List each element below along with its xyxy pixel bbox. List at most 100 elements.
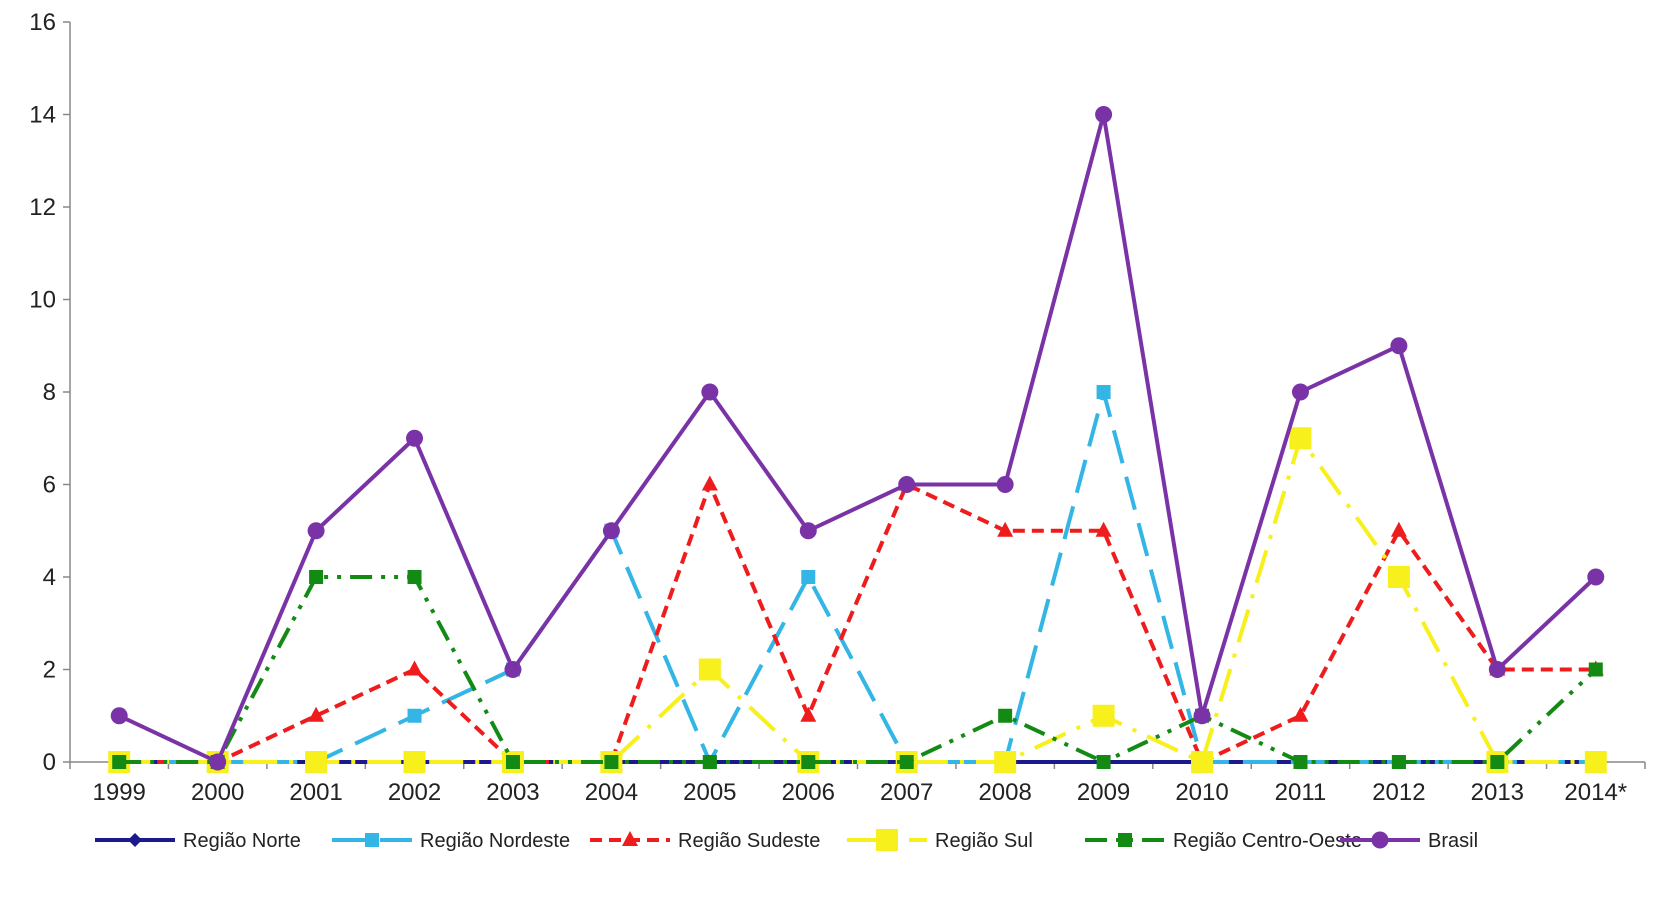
data-point [504, 661, 522, 678]
y-tick-label: 16 [29, 9, 56, 36]
data-point [1584, 751, 1607, 773]
x-tick-label: 2007 [880, 779, 933, 806]
data-point [505, 755, 520, 769]
legend-label: Região Centro-Oeste [1173, 830, 1362, 852]
chart-series [108, 106, 1607, 773]
data-point [899, 755, 914, 769]
legend-label: Região Nordeste [420, 830, 570, 852]
legend-marker [1371, 831, 1389, 849]
legend-label: Região Sudeste [678, 830, 820, 852]
data-point [799, 522, 817, 540]
x-tick-label: 2002 [388, 779, 441, 806]
data-point [1387, 566, 1410, 588]
x-tick-label: 2013 [1471, 779, 1524, 806]
legend-item: Região Centro-Oeste [1085, 830, 1362, 852]
series-regi-o-sudeste [111, 475, 1604, 768]
y-tick-label: 6 [43, 472, 56, 499]
legend-label: Região Norte [183, 830, 301, 852]
x-tick-label: 2004 [585, 779, 638, 806]
chart-axes: 0 2 4 6 8 10 12 14 16 1999 2000 2001 2002 2003 2004 200… [29, 9, 1646, 806]
data-point [604, 755, 619, 769]
legend-marker [128, 833, 142, 847]
legend-label: Brasil [1428, 830, 1478, 852]
legend-item: Região Sudeste [590, 830, 820, 852]
data-point [406, 429, 424, 447]
x-tick-label: 2012 [1372, 779, 1425, 806]
x-tick-label: 2008 [978, 779, 1031, 806]
legend-marker [622, 831, 638, 846]
data-point [1488, 661, 1506, 678]
x-tick-label: 2011 [1275, 779, 1327, 806]
series-line [119, 482, 1596, 764]
legend-item: Brasil [1340, 830, 1478, 852]
data-point [801, 755, 816, 769]
data-point [403, 751, 426, 773]
series-line [119, 436, 1596, 764]
data-point [898, 476, 916, 493]
data-point [308, 706, 325, 722]
legend-marker [1118, 833, 1132, 847]
data-point [1193, 707, 1211, 725]
data-point [112, 755, 127, 769]
data-point [1292, 706, 1309, 722]
data-point [1390, 337, 1408, 355]
legend-item: Região Sul [847, 829, 1033, 852]
data-point [602, 522, 620, 540]
data-point [1095, 106, 1113, 123]
data-point [110, 707, 128, 725]
legend-marker [876, 829, 898, 851]
data-point [998, 708, 1013, 723]
y-tick-label: 4 [43, 564, 56, 591]
data-point [407, 570, 422, 584]
data-point [305, 751, 328, 773]
legend-marker [365, 833, 379, 847]
x-tick-label: 2014* [1564, 779, 1627, 806]
data-point [801, 570, 816, 584]
series-brasil [110, 106, 1605, 771]
y-tick-label: 12 [29, 194, 56, 221]
data-point [309, 570, 324, 584]
data-point [701, 475, 718, 491]
data-point [1096, 755, 1111, 769]
data-point [307, 522, 325, 540]
data-point [1095, 521, 1112, 537]
data-point [800, 706, 817, 722]
data-point [1096, 385, 1111, 399]
data-point [702, 755, 717, 769]
x-tick-label: 2001 [289, 779, 342, 806]
legend-item: Região Nordeste [332, 830, 570, 852]
data-point [1092, 704, 1115, 727]
data-point [209, 753, 227, 771]
legend-item: Região Norte [95, 830, 301, 852]
data-point [997, 521, 1014, 537]
y-tick-label: 0 [43, 749, 56, 776]
data-point [1587, 568, 1605, 586]
y-tick-label: 2 [43, 657, 56, 684]
data-point [1191, 751, 1214, 773]
x-tick-label: 2005 [683, 779, 736, 806]
data-point [994, 751, 1017, 773]
data-point [1391, 755, 1406, 769]
data-point [698, 658, 721, 681]
series-regi-o-nordeste [112, 385, 1603, 769]
data-point [406, 660, 423, 676]
legend-label: Região Sul [935, 830, 1033, 852]
x-tick-label: 2010 [1175, 779, 1228, 806]
data-point [996, 476, 1014, 493]
y-tick-label: 10 [29, 287, 56, 314]
x-tick-label: 2003 [486, 779, 539, 806]
series-line [118, 112, 1598, 764]
chart-legend: Região Norte Região Nordeste Região Sudest… [95, 829, 1478, 852]
y-tick-label: 14 [29, 102, 56, 129]
x-tick-label: 2009 [1077, 779, 1130, 806]
data-point [407, 708, 422, 723]
x-tick-label: 2006 [782, 779, 835, 806]
data-point [701, 383, 719, 401]
x-tick-label: 2000 [191, 779, 244, 806]
series-line [119, 575, 1598, 764]
y-tick-label: 8 [43, 379, 56, 406]
x-tick-label: 1999 [93, 779, 146, 806]
data-point [1390, 521, 1407, 537]
data-point [1291, 383, 1309, 401]
